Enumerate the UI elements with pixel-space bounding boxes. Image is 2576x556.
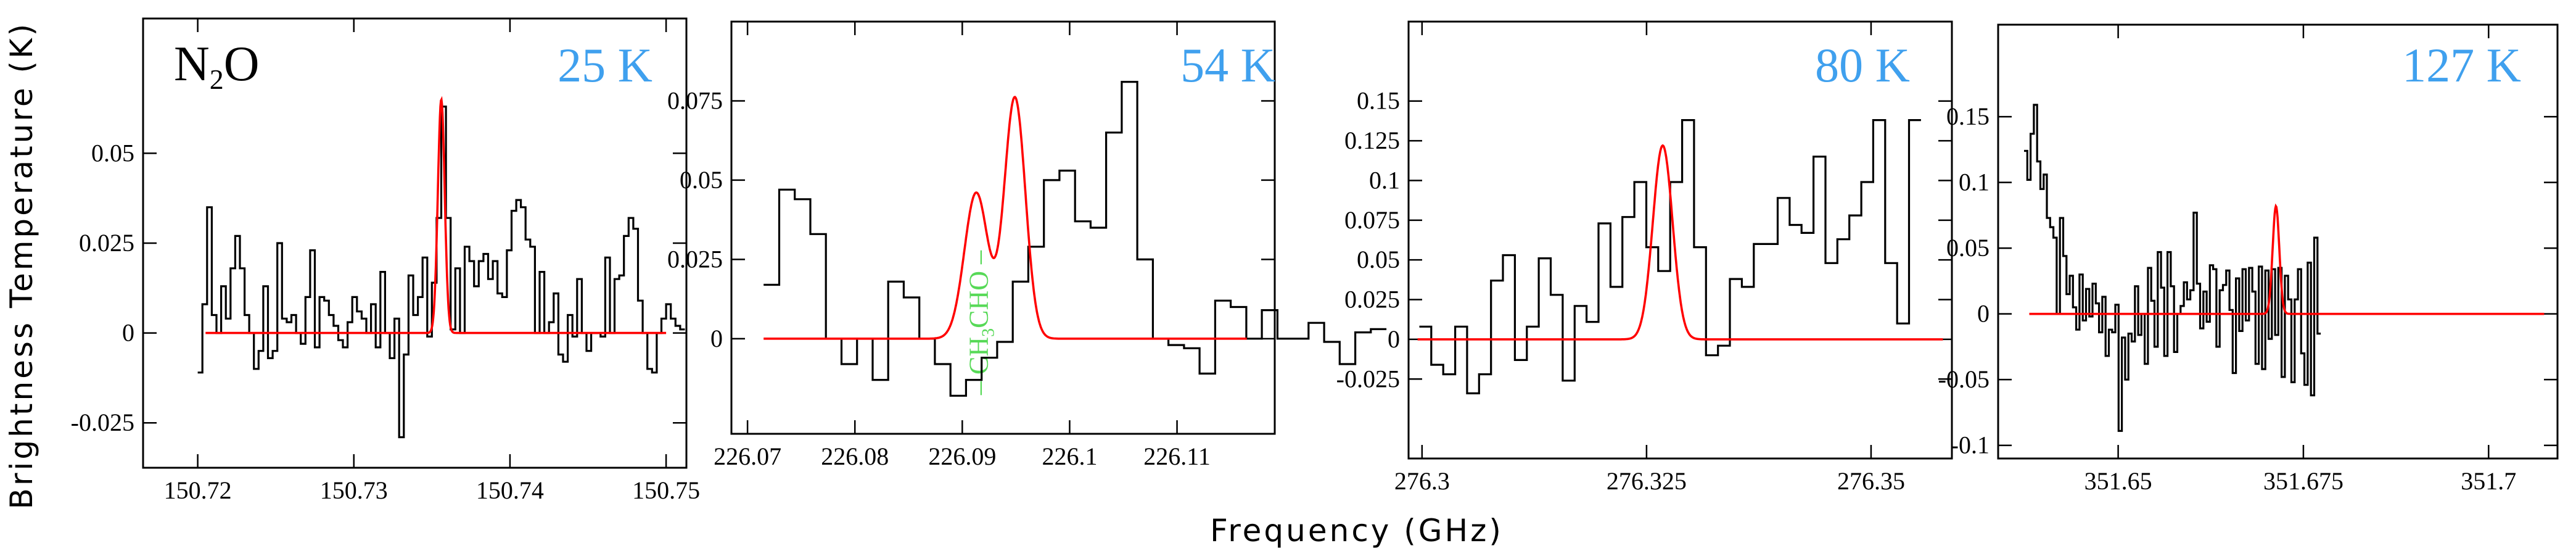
species-label-base: N [174, 37, 210, 91]
y-tick-label: 0.15 [1946, 102, 1990, 130]
y-tick-label: 0.05 [1357, 246, 1400, 273]
y-tick-label: -0.05 [1938, 365, 1990, 393]
species-label-subscript: 2 [210, 64, 224, 95]
y-tick-label: 0.025 [667, 245, 723, 273]
observed-spectrum [2024, 104, 2321, 432]
x-tick-label: 226.09 [928, 442, 996, 470]
y-tick-label: 0.125 [1344, 127, 1400, 154]
y-tick-label: 0.025 [1344, 286, 1400, 313]
annotation-ch3cho-rest: CHO [964, 271, 994, 328]
annotation-ch3cho-subscript: 3 [979, 328, 998, 337]
y-tick-label: 0.1 [1959, 168, 1990, 196]
x-tick-label: 226.1 [1042, 442, 1097, 470]
y-tick-label: 0 [1977, 300, 1990, 328]
y-tick-label: 0 [710, 325, 723, 352]
y-tick-label: 0 [1388, 325, 1400, 353]
panel-1: N2O 25 K -0.025 0 0.025 0.05 150.72 150.73 150… [71, 17, 700, 504]
temperature-label-127k: 127 K [2402, 38, 2521, 92]
gaussian-fit [1417, 144, 1943, 341]
x-tick-label: 276.3 [1394, 467, 1450, 495]
y-tick-label: 0.15 [1357, 87, 1400, 115]
annotation-lead-dash: – [964, 375, 994, 396]
x-tick-label: 150.73 [320, 476, 388, 504]
x-tick-label: 226.07 [714, 442, 781, 470]
gaussian-fit [205, 96, 667, 334]
x-tick-label: 150.74 [476, 476, 544, 504]
panel-3: 80 K -0.025 0 0.025 0.05 0.075 0.1 0.125 0.15 27… [1336, 20, 1953, 495]
x-tick-label: 226.11 [1143, 442, 1211, 470]
y-tick-label: 0.05 [1946, 234, 1990, 262]
observed-spectrum [197, 106, 685, 439]
observed-spectrum [763, 81, 1387, 397]
y-tick-label: 0.05 [91, 139, 134, 167]
species-label-rest: O [224, 37, 260, 91]
x-tick-label: 276.35 [1837, 467, 1905, 495]
x-tick-label: 276.325 [1607, 467, 1687, 495]
observed-spectrum [1419, 119, 1921, 394]
y-tick-label: 0.1 [1369, 166, 1400, 194]
y-tick-label: -0.025 [1336, 365, 1400, 392]
x-tick-label: 150.72 [164, 476, 232, 504]
y-tick-label: 0.075 [667, 86, 723, 114]
x-tick-label: 351.675 [2263, 467, 2344, 495]
y-axis-title: Brightness Temperature (K) [4, 22, 39, 510]
panel-4-frame [1997, 23, 2559, 460]
y-tick-label: 0.025 [79, 229, 134, 257]
x-axis-title: Frequency (GHz) [1210, 513, 1504, 549]
panel-3-frame [1407, 20, 1953, 460]
panel-2: 54 K – CH3CHO – 0 0.025 0.05 0.075 226.07 226… [667, 20, 1387, 470]
temperature-label-25k: 25 K [558, 38, 652, 92]
temperature-label-80k: 80 K [1815, 38, 1910, 92]
annotation-trail-dash: – [964, 250, 994, 271]
gaussian-fit [2029, 203, 2545, 315]
x-tick-label: 150.75 [632, 476, 700, 504]
annotation-ch3cho-base: CH [964, 337, 994, 375]
x-tick-label: 351.7 [2461, 467, 2516, 495]
panel-2-frame [730, 20, 1276, 435]
y-tick-label: 0 [122, 319, 134, 347]
y-tick-label: 0.075 [1344, 206, 1400, 234]
annotation-ch3cho: – CH3CHO – [964, 250, 998, 396]
y-tick-label: -0.1 [1951, 431, 1990, 459]
y-tick-label: -0.025 [71, 409, 134, 436]
x-tick-label: 351.65 [2084, 467, 2152, 495]
panel-4: 127 K -0.1 -0.05 0 0.05 0.1 0.15 351.65 351.675… [1938, 23, 2559, 495]
gaussian-fit [763, 96, 1247, 340]
species-label: N2O [174, 37, 260, 95]
x-tick-label: 226.08 [821, 442, 889, 470]
y-tick-label: 0.05 [680, 166, 723, 194]
temperature-label-54k: 54 K [1180, 38, 1275, 92]
